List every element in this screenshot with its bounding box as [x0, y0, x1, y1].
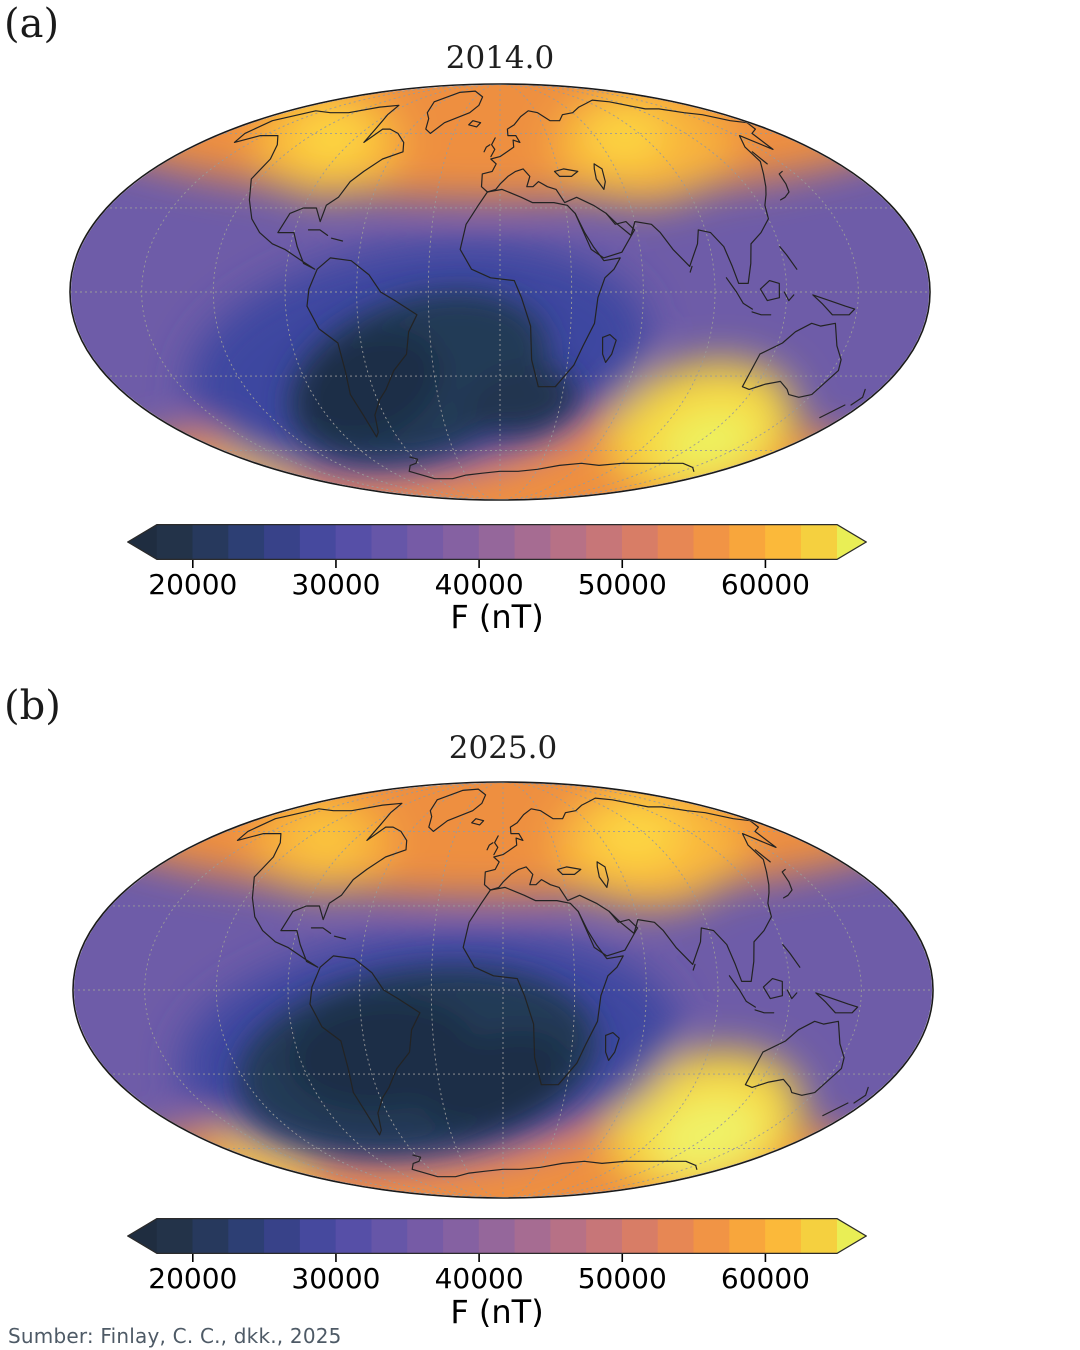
panel-b-label: (b) [4, 683, 61, 729]
colorbar-segments [127, 524, 867, 560]
colorbar-ticks: 20000 30000 40000 50000 60000 [148, 560, 810, 601]
panel-a-title: 2014.0 [445, 40, 555, 76]
world-map-2025 [72, 781, 934, 1199]
colorbar-tick-label: 50000 [578, 1262, 667, 1295]
map-boundary-ellipse [72, 781, 934, 1199]
colorbar-2025: 20000 30000 40000 50000 60000 [127, 1218, 867, 1295]
panel-b-title: 2025.0 [448, 730, 558, 766]
south-atlantic-anomaly-blobs [289, 291, 577, 463]
coastlines [236, 788, 869, 1178]
colorbar-tick-label: 40000 [435, 568, 524, 601]
colorbar-tick-label: 60000 [721, 1262, 810, 1295]
graticule [71, 85, 929, 499]
colorbar-tick-label: 20000 [148, 1262, 237, 1295]
colorbar-segments [127, 1218, 867, 1254]
colorbar-tick-label: 30000 [291, 568, 380, 601]
source-note: Sumber: Finlay, C. C., dkk., 2025 [8, 1324, 342, 1348]
south-atlantic-anomaly-blobs [237, 966, 597, 1155]
colorbar-tick-label: 30000 [291, 1262, 380, 1295]
colorbar-outline [127, 524, 867, 561]
colorbar-label-2025: F (nT) [450, 1293, 544, 1331]
world-map-2014 [69, 83, 931, 501]
colorbar-outline [127, 1218, 867, 1255]
colorbar-2014: 20000 30000 40000 50000 60000 [127, 524, 867, 601]
panel-a-label: (a) [4, 1, 60, 47]
colorbar-ticks: 20000 30000 40000 50000 60000 [148, 1254, 810, 1295]
map-boundary-ellipse [69, 83, 931, 501]
colorbar-tick-label: 20000 [148, 568, 237, 601]
colorbar-label-2014: F (nT) [450, 598, 544, 636]
colorbar-tick-label: 50000 [578, 568, 667, 601]
coastlines [233, 90, 866, 480]
colorbar-tick-label: 60000 [721, 568, 810, 601]
colorbar-tick-label: 40000 [435, 1262, 524, 1295]
